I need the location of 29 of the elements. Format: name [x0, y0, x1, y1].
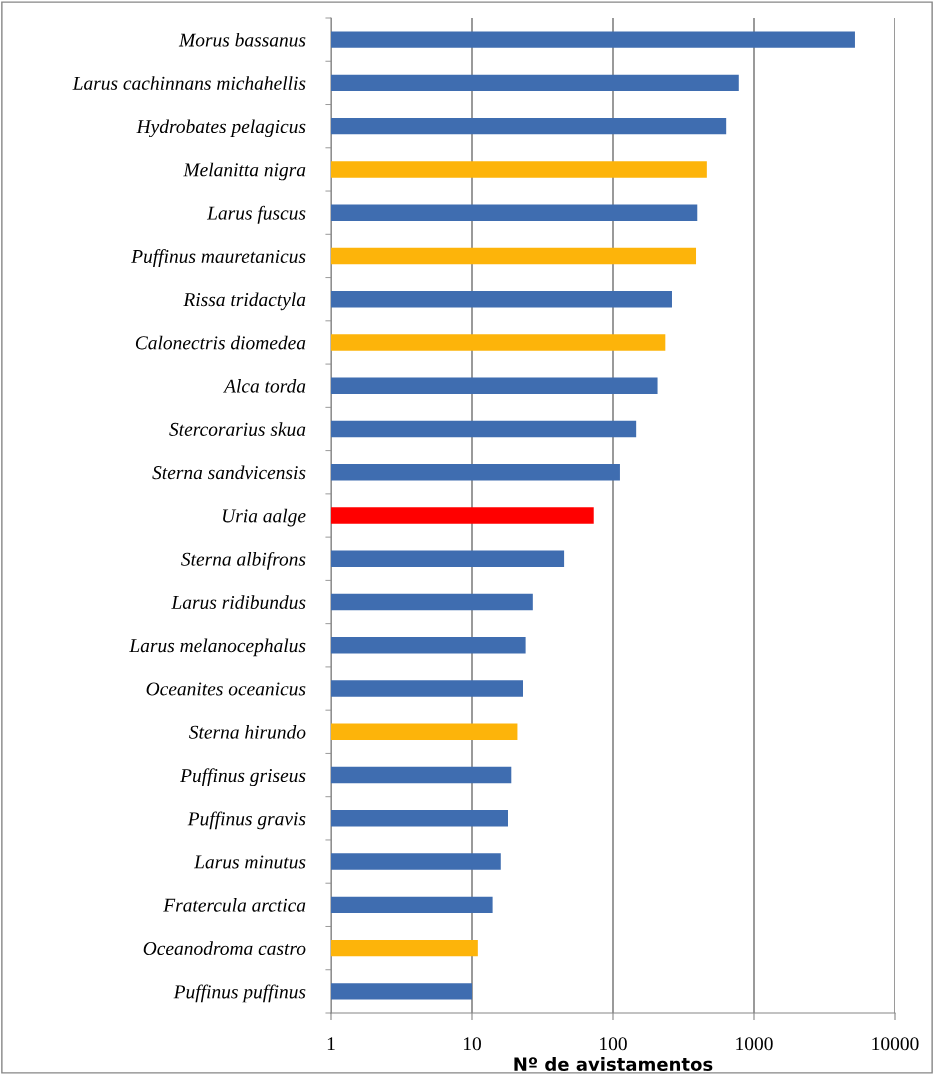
y-tick-label: Puffinus griseus — [180, 768, 306, 787]
y-tick-label: Oceanites oceanicus — [146, 682, 306, 696]
y-tick-label: Sterna albifrons — [181, 551, 306, 570]
y-tick-label: Sterna sandvicensis — [152, 465, 306, 480]
y-tick-label: Puffinus puffinus — [173, 984, 306, 1003]
x-axis-title: Nº de avistamentos — [514, 1057, 713, 1071]
y-tick-label: Uria aalge — [222, 508, 306, 527]
y-tick-label: Larus cachinnans michahellis — [72, 76, 306, 90]
x-tick-label: 10 — [463, 1037, 481, 1051]
y-tick-label: Stercorarius skua — [169, 422, 306, 436]
y-tick-label: Larus ridibundus — [171, 595, 306, 609]
x-tick-label: 10000 — [872, 1037, 919, 1051]
y-tick-label: Rissa tridactyla — [183, 292, 306, 311]
x-tick-label: 1000 — [736, 1037, 773, 1051]
y-tick-label: Fratercula arctica — [163, 898, 306, 912]
y-tick-label: Larus minutus — [193, 855, 306, 869]
y-tick-label: Morus bassanus — [178, 32, 306, 47]
y-tick-label: Melanitta nigra — [183, 162, 306, 181]
y-tick-label: Larus fuscus — [206, 205, 306, 224]
y-tick-label: Calonectris diomedea — [135, 335, 306, 350]
y-tick-label: Oceanodroma castro — [143, 941, 306, 956]
x-tick-label: 1 — [327, 1037, 335, 1051]
x-tick-label: 100 — [600, 1037, 627, 1051]
y-tick-label: Hydrobates pelagicus — [136, 119, 306, 138]
y-tick-label: Larus melanocephalus — [129, 638, 306, 657]
y-tick-label: Puffinus mauretanicus — [131, 249, 306, 267]
y-tick-label: Puffinus gravis — [187, 811, 306, 830]
y-tick-label: Alca torda — [223, 378, 306, 393]
y-tick-label: Sterna hirundo — [189, 725, 306, 739]
